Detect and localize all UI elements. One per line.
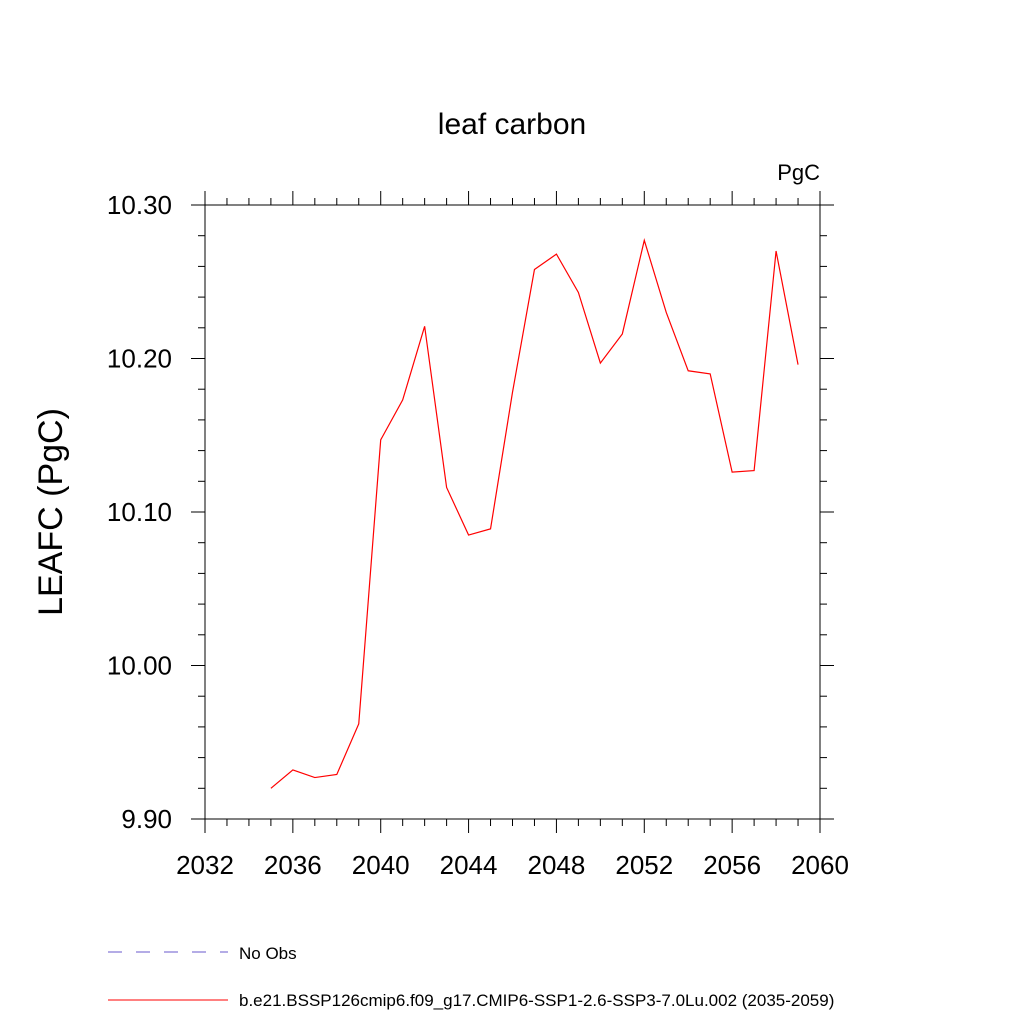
data-point: [577, 291, 579, 293]
data-point: [665, 311, 667, 313]
axis-ticks: [191, 191, 834, 833]
plot-frame: [204, 204, 821, 820]
data-point: [643, 239, 645, 241]
data-point: [468, 534, 470, 536]
x-tick-label: 2036: [264, 850, 322, 880]
series-line: [270, 238, 799, 789]
data-point: [490, 528, 492, 530]
legend-label-model: b.e21.BSSP126cmip6.f09_g17.CMIP6-SSP1-2.…: [239, 991, 834, 1010]
data-point: [292, 769, 294, 771]
x-tick-labels: 2032 2036 2040 2044 2048 2052 2056 2060: [176, 850, 849, 880]
x-tick-label: 2032: [176, 850, 234, 880]
data-point: [424, 325, 426, 327]
data-point: [446, 486, 448, 488]
x-tick-label: 2044: [440, 850, 498, 880]
data-point: [687, 370, 689, 372]
data-point: [599, 362, 601, 364]
x-tick-label: 2052: [615, 850, 673, 880]
x-tick-label: 2060: [791, 850, 849, 880]
y-tick-label: 10.30: [107, 190, 172, 220]
data-point: [402, 399, 404, 401]
data-point: [314, 777, 316, 779]
data-point: [533, 268, 535, 270]
x-tick-label: 2048: [528, 850, 586, 880]
x-tick-label: 2040: [352, 850, 410, 880]
data-point: [512, 391, 514, 393]
data-point: [270, 787, 272, 789]
legend-label-no-obs: No Obs: [239, 944, 297, 963]
y-tick-label: 9.90: [121, 804, 172, 834]
data-point: [380, 439, 382, 441]
y-tick-label: 10.00: [107, 651, 172, 681]
x-tick-label: 2056: [703, 850, 761, 880]
legend: No Obs b.e21.BSSP126cmip6.f09_g17.CMIP6-…: [108, 944, 834, 1010]
data-point: [775, 250, 777, 252]
data-point: [358, 723, 360, 725]
y-axis-label: LEAFC (PgC): [32, 408, 70, 616]
data-point: [555, 253, 557, 255]
data-point: [336, 773, 338, 775]
data-point: [621, 333, 623, 335]
units-label: PgC: [777, 160, 820, 185]
data-point: [709, 373, 711, 375]
series-layer: [270, 238, 799, 789]
chart-title: leaf carbon: [438, 108, 586, 141]
y-tick-label: 10.20: [107, 344, 172, 374]
data-point: [797, 364, 799, 366]
data-point: [753, 470, 755, 472]
y-tick-labels: 9.90 10.00 10.10 10.20 10.30: [107, 190, 172, 834]
y-tick-label: 10.10: [107, 497, 172, 527]
data-point: [731, 471, 733, 473]
